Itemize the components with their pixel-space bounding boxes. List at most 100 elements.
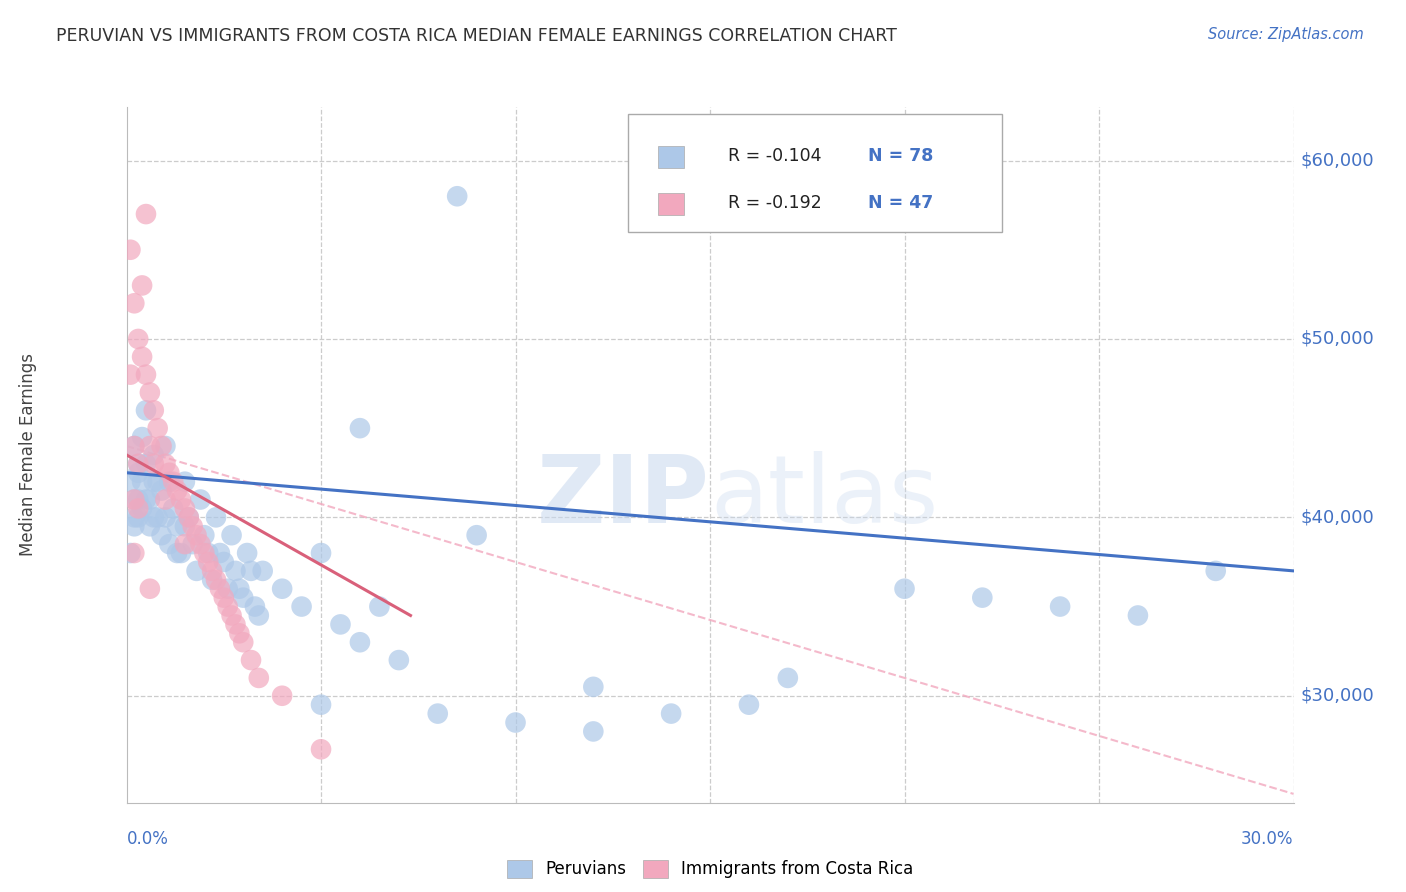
- Text: 30.0%: 30.0%: [1241, 830, 1294, 847]
- Point: [181, 537, 204, 551]
- Point: [201, 573, 224, 587]
- Point: [139, 439, 162, 453]
- Bar: [658, 193, 683, 215]
- Point: [124, 519, 146, 533]
- Point: [1126, 608, 1149, 623]
- Point: [174, 519, 197, 533]
- Point: [139, 519, 162, 533]
- Point: [309, 742, 332, 756]
- Text: $30,000: $30,000: [1301, 687, 1374, 705]
- Point: [247, 671, 270, 685]
- Point: [131, 350, 153, 364]
- Point: [236, 546, 259, 560]
- Point: [582, 724, 605, 739]
- Point: [170, 546, 193, 560]
- Point: [368, 599, 391, 614]
- Point: [142, 510, 165, 524]
- Point: [157, 537, 180, 551]
- Point: [309, 698, 332, 712]
- Point: [157, 466, 180, 480]
- Text: Source: ZipAtlas.com: Source: ZipAtlas.com: [1208, 27, 1364, 42]
- Point: [197, 546, 219, 560]
- Point: [388, 653, 411, 667]
- Point: [228, 626, 250, 640]
- Point: [127, 332, 149, 346]
- Point: [426, 706, 449, 721]
- Point: [139, 582, 162, 596]
- Point: [155, 457, 177, 471]
- Point: [738, 698, 761, 712]
- Point: [120, 546, 142, 560]
- Text: ZIP: ZIP: [537, 450, 710, 542]
- Point: [271, 582, 294, 596]
- Point: [201, 564, 224, 578]
- Point: [271, 689, 294, 703]
- FancyBboxPatch shape: [628, 114, 1001, 232]
- Point: [221, 528, 243, 542]
- Point: [252, 564, 274, 578]
- Point: [582, 680, 605, 694]
- Point: [131, 430, 153, 444]
- Point: [162, 475, 184, 489]
- Point: [139, 385, 162, 400]
- Point: [155, 439, 177, 453]
- Point: [193, 528, 215, 542]
- Point: [120, 475, 142, 489]
- Point: [212, 591, 235, 605]
- Point: [127, 457, 149, 471]
- Point: [232, 635, 254, 649]
- Point: [155, 510, 177, 524]
- Point: [150, 483, 173, 498]
- Point: [127, 510, 149, 524]
- Text: $60,000: $60,000: [1301, 152, 1374, 169]
- Point: [166, 483, 188, 498]
- Point: [131, 501, 153, 516]
- Point: [776, 671, 799, 685]
- Point: [127, 466, 149, 480]
- Point: [157, 475, 180, 489]
- Point: [166, 546, 188, 560]
- Point: [127, 501, 149, 516]
- Point: [228, 582, 250, 596]
- Point: [146, 421, 169, 435]
- Point: [349, 421, 371, 435]
- Point: [193, 546, 215, 560]
- Text: PERUVIAN VS IMMIGRANTS FROM COSTA RICA MEDIAN FEMALE EARNINGS CORRELATION CHART: PERUVIAN VS IMMIGRANTS FROM COSTA RICA M…: [56, 27, 897, 45]
- Point: [127, 457, 149, 471]
- Point: [224, 617, 246, 632]
- Point: [212, 555, 235, 569]
- Point: [131, 475, 153, 489]
- Point: [232, 591, 254, 605]
- Bar: [658, 146, 683, 169]
- Point: [177, 510, 200, 524]
- Point: [120, 368, 142, 382]
- Point: [170, 492, 193, 507]
- Point: [174, 537, 197, 551]
- Point: [174, 475, 197, 489]
- Point: [197, 555, 219, 569]
- Point: [124, 296, 146, 310]
- Point: [893, 582, 915, 596]
- Text: R = -0.192: R = -0.192: [727, 194, 821, 212]
- Point: [135, 368, 157, 382]
- Point: [247, 608, 270, 623]
- Text: $50,000: $50,000: [1301, 330, 1374, 348]
- Text: R = -0.104: R = -0.104: [727, 147, 821, 165]
- Point: [243, 599, 266, 614]
- Point: [124, 492, 146, 507]
- Legend: Peruvians, Immigrants from Costa Rica: Peruvians, Immigrants from Costa Rica: [501, 853, 920, 885]
- Point: [181, 519, 204, 533]
- Point: [135, 207, 157, 221]
- Point: [120, 243, 142, 257]
- Point: [124, 510, 146, 524]
- Point: [135, 457, 157, 471]
- Text: 0.0%: 0.0%: [127, 830, 169, 847]
- Point: [349, 635, 371, 649]
- Point: [240, 653, 263, 667]
- Point: [190, 537, 212, 551]
- Point: [205, 573, 228, 587]
- Point: [142, 448, 165, 462]
- Point: [208, 582, 231, 596]
- Point: [155, 492, 177, 507]
- Point: [329, 617, 352, 632]
